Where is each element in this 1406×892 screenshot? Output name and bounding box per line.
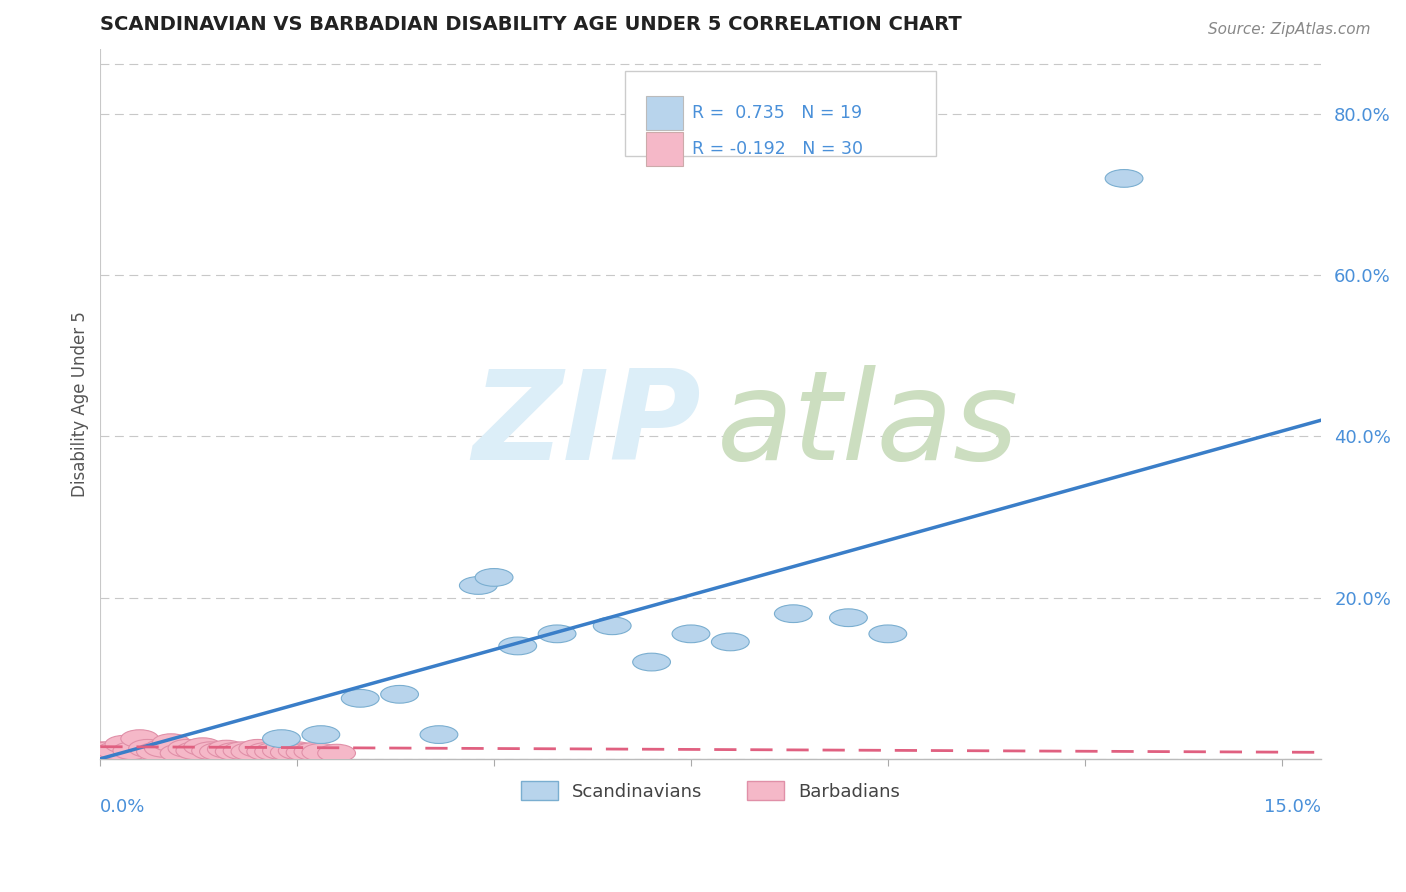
Ellipse shape (263, 742, 301, 760)
Ellipse shape (247, 743, 284, 760)
Ellipse shape (129, 739, 166, 757)
Ellipse shape (82, 742, 120, 760)
Text: 15.0%: 15.0% (1264, 797, 1320, 816)
Bar (645, 96, 682, 130)
Ellipse shape (112, 742, 150, 760)
Ellipse shape (184, 738, 222, 756)
Ellipse shape (593, 617, 631, 634)
Ellipse shape (302, 743, 340, 761)
Ellipse shape (830, 609, 868, 626)
Ellipse shape (381, 685, 419, 703)
Ellipse shape (460, 576, 498, 594)
Ellipse shape (136, 743, 174, 760)
Ellipse shape (538, 625, 576, 643)
Text: Source: ZipAtlas.com: Source: ZipAtlas.com (1208, 22, 1371, 37)
Text: atlas: atlas (717, 365, 1019, 486)
Ellipse shape (231, 743, 269, 760)
Ellipse shape (869, 625, 907, 643)
Ellipse shape (302, 726, 340, 743)
Ellipse shape (90, 742, 127, 760)
Y-axis label: Disability Age Under 5: Disability Age Under 5 (72, 311, 89, 497)
Ellipse shape (263, 730, 301, 747)
Ellipse shape (160, 744, 198, 762)
Ellipse shape (224, 742, 262, 760)
Legend: Scandinavians, Barbadians: Scandinavians, Barbadians (515, 774, 907, 808)
Ellipse shape (169, 739, 205, 757)
Ellipse shape (287, 743, 323, 761)
Text: R =  0.735   N = 19: R = 0.735 N = 19 (692, 104, 862, 122)
Ellipse shape (105, 735, 143, 753)
Text: SCANDINAVIAN VS BARBADIAN DISABILITY AGE UNDER 5 CORRELATION CHART: SCANDINAVIAN VS BARBADIAN DISABILITY AGE… (100, 15, 962, 34)
Ellipse shape (239, 739, 277, 757)
Bar (645, 132, 682, 166)
Ellipse shape (294, 743, 332, 760)
Ellipse shape (191, 742, 229, 760)
Ellipse shape (342, 690, 380, 707)
Text: 0.0%: 0.0% (100, 797, 146, 816)
Ellipse shape (318, 744, 356, 762)
Text: R = -0.192   N = 30: R = -0.192 N = 30 (692, 140, 863, 158)
Ellipse shape (1105, 169, 1143, 187)
Ellipse shape (215, 743, 253, 760)
Ellipse shape (254, 743, 292, 760)
Ellipse shape (278, 742, 316, 760)
Ellipse shape (270, 743, 308, 761)
Ellipse shape (97, 742, 135, 760)
Ellipse shape (420, 726, 458, 743)
Ellipse shape (152, 734, 190, 752)
Ellipse shape (711, 633, 749, 651)
Text: ZIP: ZIP (472, 365, 702, 486)
Ellipse shape (200, 743, 238, 760)
Ellipse shape (499, 637, 537, 655)
Ellipse shape (121, 730, 159, 747)
Ellipse shape (208, 740, 245, 758)
FancyBboxPatch shape (626, 70, 936, 156)
Ellipse shape (775, 605, 813, 623)
Ellipse shape (176, 742, 214, 760)
Ellipse shape (633, 653, 671, 671)
Ellipse shape (475, 568, 513, 586)
Ellipse shape (145, 739, 183, 757)
Ellipse shape (672, 625, 710, 643)
